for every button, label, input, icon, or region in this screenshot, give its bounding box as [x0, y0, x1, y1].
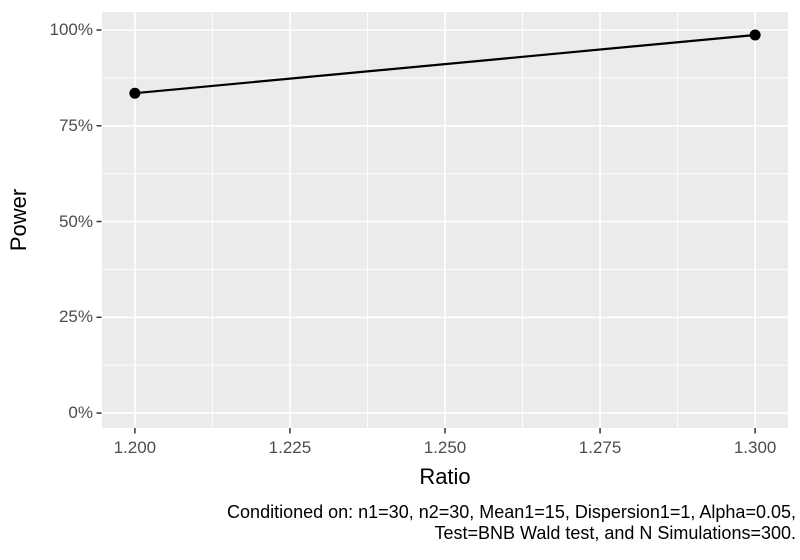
y-axis-title: Power — [6, 188, 31, 252]
x-axis-title: Ratio — [419, 464, 471, 489]
x-tick-label: 1.300 — [733, 438, 777, 457]
y-tick-label: 0% — [68, 403, 93, 423]
y-tick-label: 50% — [58, 211, 93, 231]
x-tick-label: 1.250 — [423, 438, 467, 457]
y-tick-label: 25% — [58, 307, 93, 327]
y-tick-label: 75% — [58, 115, 93, 135]
data-point — [129, 87, 141, 99]
plot-caption: Conditioned on: n1=30, n2=30, Mean1=15, … — [227, 502, 796, 544]
data-point — [749, 29, 761, 41]
x-tick-label: 1.200 — [113, 438, 157, 457]
y-tick-label: 100% — [49, 20, 93, 39]
x-tick-label: 1.275 — [578, 438, 622, 457]
series-line — [134, 33, 756, 95]
caption-line-2: Test=BNB Wald test, and N Simulations=30… — [434, 523, 796, 543]
x-tick-label: 1.225 — [268, 438, 312, 457]
caption-line-1: Conditioned on: n1=30, n2=30, Mean1=15, … — [227, 502, 796, 522]
